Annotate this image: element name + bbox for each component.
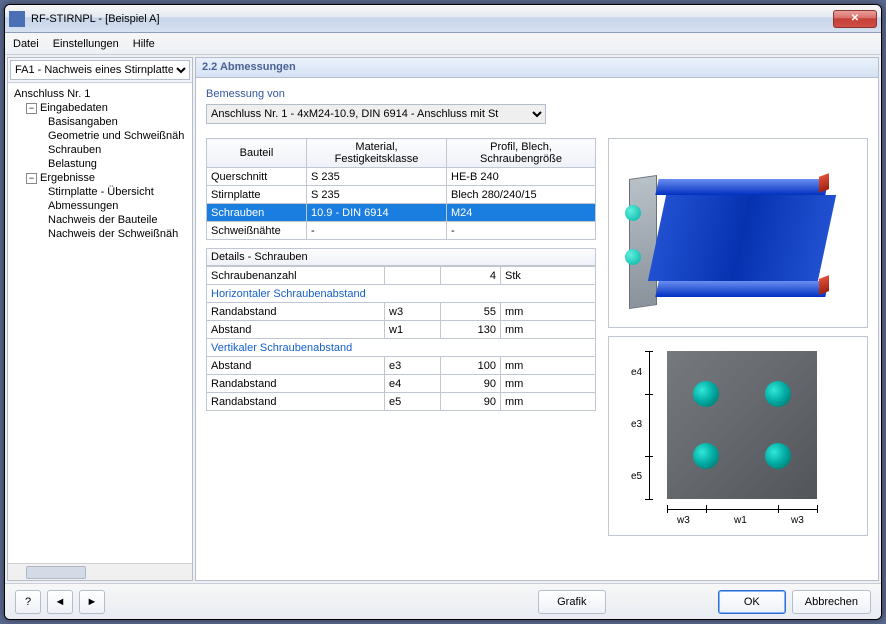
next-button[interactable]: ► (79, 590, 105, 614)
table-row[interactable]: Abstande3100mm (207, 357, 596, 375)
tree-stirnplatte-uebersicht[interactable]: Stirnplatte - Übersicht (10, 185, 190, 199)
collapse-icon[interactable]: − (26, 103, 37, 114)
subheader-horizontal: Horizontaler Schraubenabstand (207, 285, 596, 303)
bauteil-table[interactable]: Bauteil Material, Festigkeitsklasse Prof… (206, 138, 596, 240)
viewport-3d[interactable] (608, 138, 868, 328)
viewport-2d[interactable]: e4 e3 e5 w3 w1 w3 (608, 336, 868, 536)
bemessung-label: Bemessung von (206, 88, 868, 100)
navigator-pane: FA1 - Nachweis eines Stirnplatte Anschlu… (7, 57, 193, 581)
table-row[interactable]: Schraubenanzahl4Stk (207, 267, 596, 285)
ok-button[interactable]: OK (718, 590, 786, 614)
table-row[interactable]: QuerschnittS 235HE-B 240 (207, 168, 596, 186)
tree-abmessungen[interactable]: Abmessungen (10, 199, 190, 213)
collapse-icon[interactable]: − (26, 173, 37, 184)
col-profil: Profil, Blech, Schraubengröße (447, 139, 596, 168)
table-row[interactable]: StirnplatteS 235Blech 280/240/15 (207, 186, 596, 204)
prev-button[interactable]: ◄ (47, 590, 73, 614)
table-row[interactable]: Randabstande490mm (207, 375, 596, 393)
table-row[interactable]: Randabstande590mm (207, 393, 596, 411)
details-table[interactable]: Schraubenanzahl4Stk Horizontaler Schraub… (206, 266, 596, 411)
menu-hilfe[interactable]: Hilfe (133, 38, 155, 50)
table-row[interactable]: Abstandw1130mm (207, 321, 596, 339)
cancel-button[interactable]: Abbrechen (792, 590, 871, 614)
subheader-vertical: Vertikaler Schraubenabstand (207, 339, 596, 357)
menu-datei[interactable]: Datei (13, 38, 39, 50)
tree-schrauben[interactable]: Schrauben (10, 143, 190, 157)
content-pane: 2.2 Abmessungen Bemessung von Anschluss … (195, 57, 879, 581)
tree-eingabedaten[interactable]: −Eingabedaten (10, 101, 190, 115)
details-header: Details - Schrauben (206, 248, 596, 266)
tree-ergebnisse[interactable]: −Ergebnisse (10, 171, 190, 185)
tree-nachweis-schweiss[interactable]: Nachweis der Schweißnäh (10, 227, 190, 241)
case-dropdown[interactable]: FA1 - Nachweis eines Stirnplatte (10, 60, 190, 80)
col-bauteil: Bauteil (207, 139, 307, 168)
dim-label-e3: e3 (631, 419, 642, 430)
bemessung-dropdown[interactable]: Anschluss Nr. 1 - 4xM24-10.9, DIN 6914 -… (206, 104, 546, 124)
arrow-right-icon: ► (87, 596, 98, 608)
col-material: Material, Festigkeitsklasse (307, 139, 447, 168)
table-row-selected[interactable]: Schrauben10.9 - DIN 6914M24 (207, 204, 596, 222)
tree-nachweis-bauteile[interactable]: Nachweis der Bauteile (10, 213, 190, 227)
help-icon: ? (25, 596, 31, 608)
table-row[interactable]: Schweißnähte-- (207, 222, 596, 240)
menubar: Datei Einstellungen Hilfe (5, 33, 881, 55)
tree-belastung[interactable]: Belastung (10, 157, 190, 171)
app-icon (9, 11, 25, 27)
tree-anschluss[interactable]: Anschluss Nr. 1 (10, 87, 190, 101)
dim-label-e5: e5 (631, 471, 642, 482)
app-window: RF-STIRNPL - [Beispiel A] ✕ Datei Einste… (4, 4, 882, 620)
tree-basisangaben[interactable]: Basisangaben (10, 115, 190, 129)
dim-label-e4: e4 (631, 367, 642, 378)
window-title: RF-STIRNPL - [Beispiel A] (31, 13, 833, 25)
dim-label-w3b: w3 (791, 515, 804, 526)
help-button[interactable]: ? (15, 590, 41, 614)
dim-label-w3a: w3 (677, 515, 690, 526)
arrow-left-icon: ◄ (55, 596, 66, 608)
footer: ? ◄ ► Grafik OK Abbrechen (5, 583, 881, 619)
navigator-tree[interactable]: Anschluss Nr. 1 −Eingabedaten Basisangab… (8, 83, 192, 563)
table-row[interactable]: Randabstandw355mm (207, 303, 596, 321)
dim-label-w1: w1 (734, 515, 747, 526)
grafik-button[interactable]: Grafik (538, 590, 606, 614)
tree-geometrie[interactable]: Geometrie und Schweißnäh (10, 129, 190, 143)
close-button[interactable]: ✕ (833, 10, 877, 28)
tree-scrollbar[interactable] (8, 563, 192, 580)
menu-einstellungen[interactable]: Einstellungen (53, 38, 119, 50)
section-title: 2.2 Abmessungen (196, 58, 878, 78)
titlebar: RF-STIRNPL - [Beispiel A] ✕ (5, 5, 881, 33)
